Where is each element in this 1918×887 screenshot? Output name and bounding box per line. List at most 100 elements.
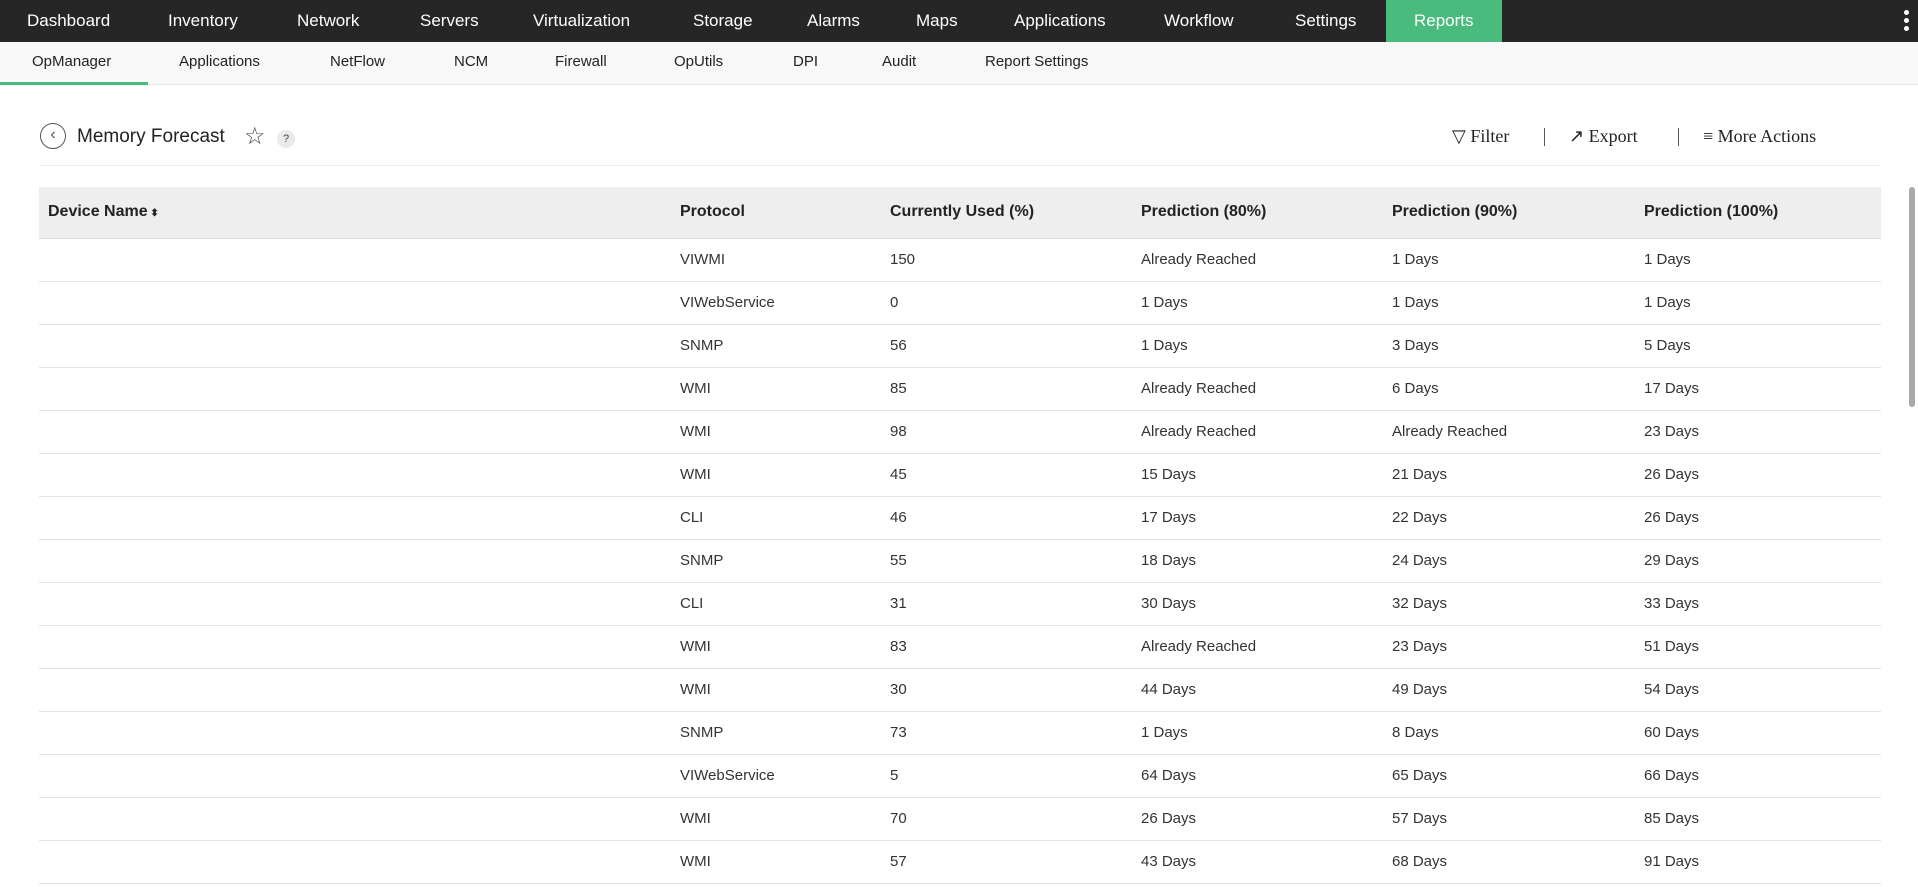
table-cell[interactable] xyxy=(39,324,680,368)
table-row[interactable]: WMI 57 43 Days 68 Days 91 Days xyxy=(39,840,1881,884)
table-row[interactable]: WMI 85 Already Reached 6 Days 17 Days xyxy=(39,367,1881,411)
table-row[interactable]: VIWebService 0 1 Days 1 Days 1 Days xyxy=(39,281,1881,325)
export-icon: ↗ xyxy=(1569,126,1585,146)
table-cell[interactable] xyxy=(39,582,680,626)
nav-maps[interactable]: Maps xyxy=(916,11,958,30)
nav-settings[interactable]: Settings xyxy=(1295,11,1357,30)
filter-button[interactable]: ▽ Filter xyxy=(1452,126,1509,147)
nav-network[interactable]: Network xyxy=(297,11,360,30)
table-cell: 29 Days xyxy=(1644,539,1881,583)
table-cell: 23 Days xyxy=(1392,625,1644,669)
table-cell[interactable] xyxy=(39,797,680,841)
top-nav: Dashboard Inventory Network Servers Virtuali… xyxy=(0,0,1918,42)
table-row[interactable]: VIWebService 5 64 Days 65 Days 66 Days xyxy=(39,754,1881,798)
subnav-ncm[interactable]: NCM xyxy=(454,53,489,70)
table-cell[interactable] xyxy=(39,539,680,583)
table-cell[interactable] xyxy=(39,625,680,669)
table-cell: Already Reached xyxy=(1141,625,1392,669)
table-row[interactable]: WMI 45 15 Days 21 Days 26 Days xyxy=(39,453,1881,497)
table-cell[interactable] xyxy=(39,410,680,454)
nav-servers[interactable]: Servers xyxy=(420,11,479,30)
table-cell: 1 Days xyxy=(1141,281,1392,325)
help-icon[interactable]: ? xyxy=(277,130,295,148)
table-cell: 49 Days xyxy=(1392,668,1644,712)
table-cell: Already Reached xyxy=(1141,238,1392,282)
table-row[interactable]: SNMP 56 1 Days 3 Days 5 Days xyxy=(39,324,1881,368)
table-cell[interactable] xyxy=(39,668,680,712)
more-actions-button[interactable]: ≡ More Actions xyxy=(1703,126,1816,147)
table-cell: 66 Days xyxy=(1644,754,1881,798)
table-row[interactable]: WMI 30 44 Days 49 Days 54 Days xyxy=(39,668,1881,712)
column-header[interactable]: Prediction (90%) xyxy=(1392,187,1644,239)
table-row[interactable]: CLI 31 30 Days 32 Days 33 Days xyxy=(39,582,1881,626)
column-header[interactable]: Protocol xyxy=(680,187,890,239)
subnav-oputils[interactable]: OpUtils xyxy=(674,53,724,70)
subnav-dpi[interactable]: DPI xyxy=(793,53,819,70)
table-cell[interactable] xyxy=(39,453,680,497)
scrollbar[interactable] xyxy=(1909,187,1915,407)
table-cell: WMI xyxy=(680,668,890,712)
table-cell[interactable] xyxy=(39,367,680,411)
table-cell[interactable] xyxy=(39,840,680,884)
nav-reports[interactable]: Reports xyxy=(1386,0,1502,42)
export-button[interactable]: ↗ Export xyxy=(1569,126,1638,147)
column-header[interactable]: Device Name ⬍ xyxy=(39,187,680,239)
filter-label: Filter xyxy=(1470,126,1510,146)
table-cell: WMI xyxy=(680,625,890,669)
subnav-applications[interactable]: Applications xyxy=(179,53,260,70)
table-cell: 83 xyxy=(890,625,1141,669)
nav-inventory[interactable]: Inventory xyxy=(168,11,238,30)
table-row[interactable]: WMI 70 26 Days 57 Days 85 Days xyxy=(39,797,1881,841)
column-header[interactable]: Prediction (100%) xyxy=(1644,187,1881,239)
table-cell: 30 xyxy=(890,668,1141,712)
table-cell: Already Reached xyxy=(1141,410,1392,454)
table-cell: 56 xyxy=(890,324,1141,368)
subnav-report-settings[interactable]: Report Settings xyxy=(985,53,1089,70)
table-cell: 5 Days xyxy=(1644,324,1881,368)
table-cell: CLI xyxy=(680,496,890,540)
table-cell: WMI xyxy=(680,367,890,411)
forecast-table: Device Name ⬍ Protocol Currently Used (%) P… xyxy=(39,187,1881,884)
table-row[interactable]: WMI 83 Already Reached 23 Days 51 Days xyxy=(39,625,1881,669)
table-cell: VIWebService xyxy=(680,754,890,798)
table-cell: 98 xyxy=(890,410,1141,454)
column-header[interactable]: Prediction (80%) xyxy=(1141,187,1392,239)
subnav-netflow[interactable]: NetFlow xyxy=(330,53,386,70)
nav-storage[interactable]: Storage xyxy=(693,11,753,30)
table-row[interactable]: WMI 98 Already Reached Already Reached 23 Da… xyxy=(39,410,1881,454)
table-cell: 26 Days xyxy=(1644,496,1881,540)
sort-icon[interactable]: ⬍ xyxy=(147,208,159,220)
nav-dashboard[interactable]: Dashboard xyxy=(27,11,111,30)
table-cell: 1 Days xyxy=(1141,711,1392,755)
favorite-star-icon[interactable]: ☆ xyxy=(244,123,266,150)
table-cell: 3 Days xyxy=(1392,324,1644,368)
table-row[interactable]: CLI 46 17 Days 22 Days 26 Days xyxy=(39,496,1881,540)
nav-applications[interactable]: Applications xyxy=(1014,11,1106,30)
back-icon[interactable]: ‹ xyxy=(40,123,66,149)
table-row[interactable]: VIWMI 150 Already Reached 1 Days 1 Days xyxy=(39,238,1881,282)
sub-nav: OpManager Applications NetFlow NCM Firewall O… xyxy=(0,42,1918,85)
table-cell: 51 Days xyxy=(1644,625,1881,669)
table-cell[interactable] xyxy=(39,238,680,282)
separator xyxy=(1678,128,1679,146)
table-row[interactable]: SNMP 55 18 Days 24 Days 29 Days xyxy=(39,539,1881,583)
table-cell[interactable] xyxy=(39,281,680,325)
table-row[interactable]: SNMP 73 1 Days 8 Days 60 Days xyxy=(39,711,1881,755)
subnav-opmanager[interactable]: OpManager xyxy=(32,53,112,70)
subnav-firewall[interactable]: Firewall xyxy=(555,53,607,70)
subnav-audit[interactable]: Audit xyxy=(882,53,917,70)
more-menu-icon[interactable] xyxy=(1904,10,1910,34)
table-cell: 54 Days xyxy=(1644,668,1881,712)
nav-workflow[interactable]: Workflow xyxy=(1164,11,1234,30)
table-cell: 32 Days xyxy=(1392,582,1644,626)
nav-alarms[interactable]: Alarms xyxy=(807,11,860,30)
column-header[interactable]: Currently Used (%) xyxy=(890,187,1141,239)
table-cell: SNMP xyxy=(680,324,890,368)
table-cell: 33 Days xyxy=(1644,582,1881,626)
table-cell: 18 Days xyxy=(1141,539,1392,583)
nav-virtualization[interactable]: Virtualization xyxy=(533,11,631,30)
table-cell[interactable] xyxy=(39,754,680,798)
table-cell[interactable] xyxy=(39,711,680,755)
title-bar: ‹ Memory Forecast ☆ ? ▽ Filter ↗ Export … xyxy=(39,118,1881,166)
table-cell[interactable] xyxy=(39,496,680,540)
